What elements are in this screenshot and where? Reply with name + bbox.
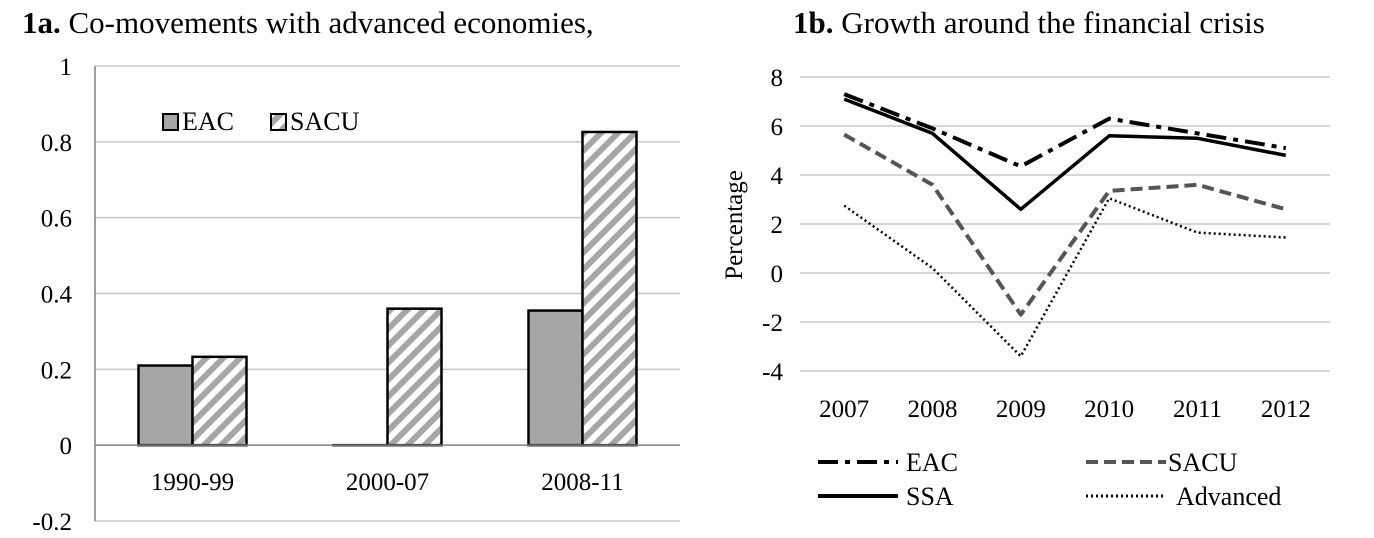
chart-1b-title: 1b. Growth around the financial crisis bbox=[793, 5, 1265, 40]
series-line-ssa bbox=[843, 97, 1287, 212]
x-tick-label: 1990-99 bbox=[151, 469, 234, 496]
chart-1b-legend: EAC SACU SSA Advanced bbox=[818, 448, 1281, 511]
legend-label-eac: EAC bbox=[182, 107, 234, 136]
y-tick-label: 4 bbox=[771, 163, 784, 190]
y-tick-label: 0.8 bbox=[41, 130, 72, 157]
series-line-advanced bbox=[843, 197, 1286, 358]
chart-1b-y-ticks: -4 -2 0 2 4 6 8 bbox=[762, 65, 783, 386]
chart-1a-bars bbox=[137, 130, 638, 447]
x-tick-label: 2000-07 bbox=[346, 469, 429, 496]
chart-1a-title-number: 1a. bbox=[22, 5, 61, 40]
legend-label-advanced: Advanced bbox=[1176, 482, 1281, 511]
series-line-eac bbox=[843, 92, 1287, 169]
y-tick-label: 0 bbox=[771, 261, 784, 288]
chart-1b-title-text: Growth around the financial crisis bbox=[841, 5, 1265, 40]
y-tick-label: 8 bbox=[771, 65, 784, 92]
legend-label-eac: EAC bbox=[906, 448, 958, 477]
x-tick-label: 2008 bbox=[908, 396, 958, 423]
y-tick-label: 2 bbox=[771, 212, 784, 239]
bar-sacu-2000-07 bbox=[386, 307, 443, 447]
y-tick-label: -4 bbox=[762, 359, 783, 386]
x-tick-label: 2007 bbox=[819, 396, 869, 423]
chart-1a-x-ticks: 1990-99 2000-07 2008-11 bbox=[151, 469, 624, 496]
x-tick-label: 2008-11 bbox=[541, 469, 623, 496]
y-tick-label: 0 bbox=[60, 433, 73, 460]
y-tick-label: 6 bbox=[771, 114, 784, 141]
x-tick-label: 2009 bbox=[996, 396, 1046, 423]
chart-1b-gridlines bbox=[800, 76, 1330, 372]
chart-1b-x-ticks: 2007 2008 2009 2010 2011 2012 bbox=[819, 396, 1311, 423]
legend-label-ssa: SSA bbox=[906, 482, 954, 511]
x-tick-label: 2010 bbox=[1084, 396, 1134, 423]
legend-label-sacu: SACU bbox=[1168, 448, 1238, 477]
y-tick-label: -2 bbox=[762, 310, 783, 337]
bar-eac-2008-11 bbox=[527, 309, 584, 447]
chart-1a-legend: EAC SACU bbox=[162, 107, 360, 136]
chart-1b: 1b. Growth around the financial crisis -… bbox=[721, 5, 1330, 511]
chart-1a-title: 1a. Co-movements with advanced economies… bbox=[22, 5, 594, 40]
x-tick-label: 2011 bbox=[1173, 396, 1222, 423]
legend-swatch-sacu bbox=[270, 113, 287, 131]
chart-1b-series-lines bbox=[843, 92, 1287, 358]
bar-sacu-2008-11 bbox=[581, 130, 638, 447]
chart-1b-title-number: 1b. bbox=[793, 5, 834, 40]
legend-label-sacu: SACU bbox=[290, 107, 360, 136]
y-tick-label: 0.4 bbox=[41, 282, 73, 309]
y-tick-label: 0.2 bbox=[41, 357, 72, 384]
y-tick-label: 0.6 bbox=[41, 206, 72, 233]
bar-eac-1990-99 bbox=[137, 364, 194, 447]
y-tick-label: -0.2 bbox=[32, 509, 72, 536]
chart-1a: 1a. Co-movements with advanced economies… bbox=[22, 5, 680, 536]
y-tick-label: 1 bbox=[60, 54, 73, 81]
chart-1a-title-text: Co-movements with advanced economies, bbox=[69, 5, 594, 40]
bar-sacu-1990-99 bbox=[191, 355, 248, 447]
series-line-sacu bbox=[843, 132, 1287, 317]
chart-1a-y-ticks: -0.2 0 0.2 0.4 0.6 0.8 1 bbox=[32, 54, 72, 536]
chart-1b-y-axis-label: Percentage bbox=[721, 170, 748, 280]
x-tick-label: 2012 bbox=[1261, 396, 1311, 423]
legend-swatch-eac bbox=[162, 113, 179, 131]
